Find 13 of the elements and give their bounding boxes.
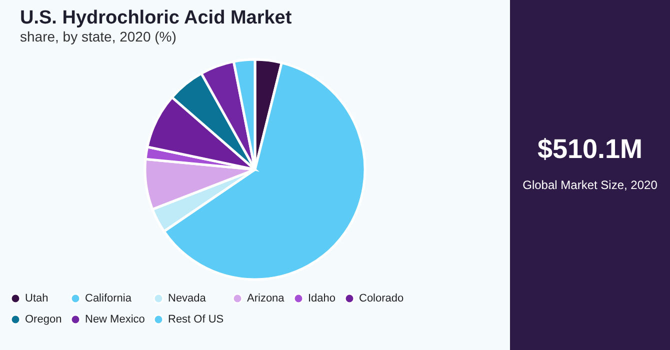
- text: $510.1M: [537, 134, 643, 164]
- legend-label: Nevada: [168, 292, 207, 305]
- legend-label: Rest Of US: [168, 314, 224, 326]
- legend-label: Oregon: [25, 314, 62, 326]
- legend-label: Colorado: [359, 292, 404, 305]
- legend-label: California: [85, 292, 132, 305]
- text: Global Market Size, 2020: [522, 178, 658, 192]
- chart-subtitle: share, by state, 2020 (%): [20, 28, 176, 44]
- legend-label: Utah: [25, 292, 48, 305]
- legend-label: New Mexico: [85, 314, 145, 326]
- chart-title: U.S. Hydrochloric Acid Market: [20, 8, 292, 28]
- legend-label: Idaho: [308, 292, 336, 305]
- legend-label: Arizona: [247, 292, 286, 305]
